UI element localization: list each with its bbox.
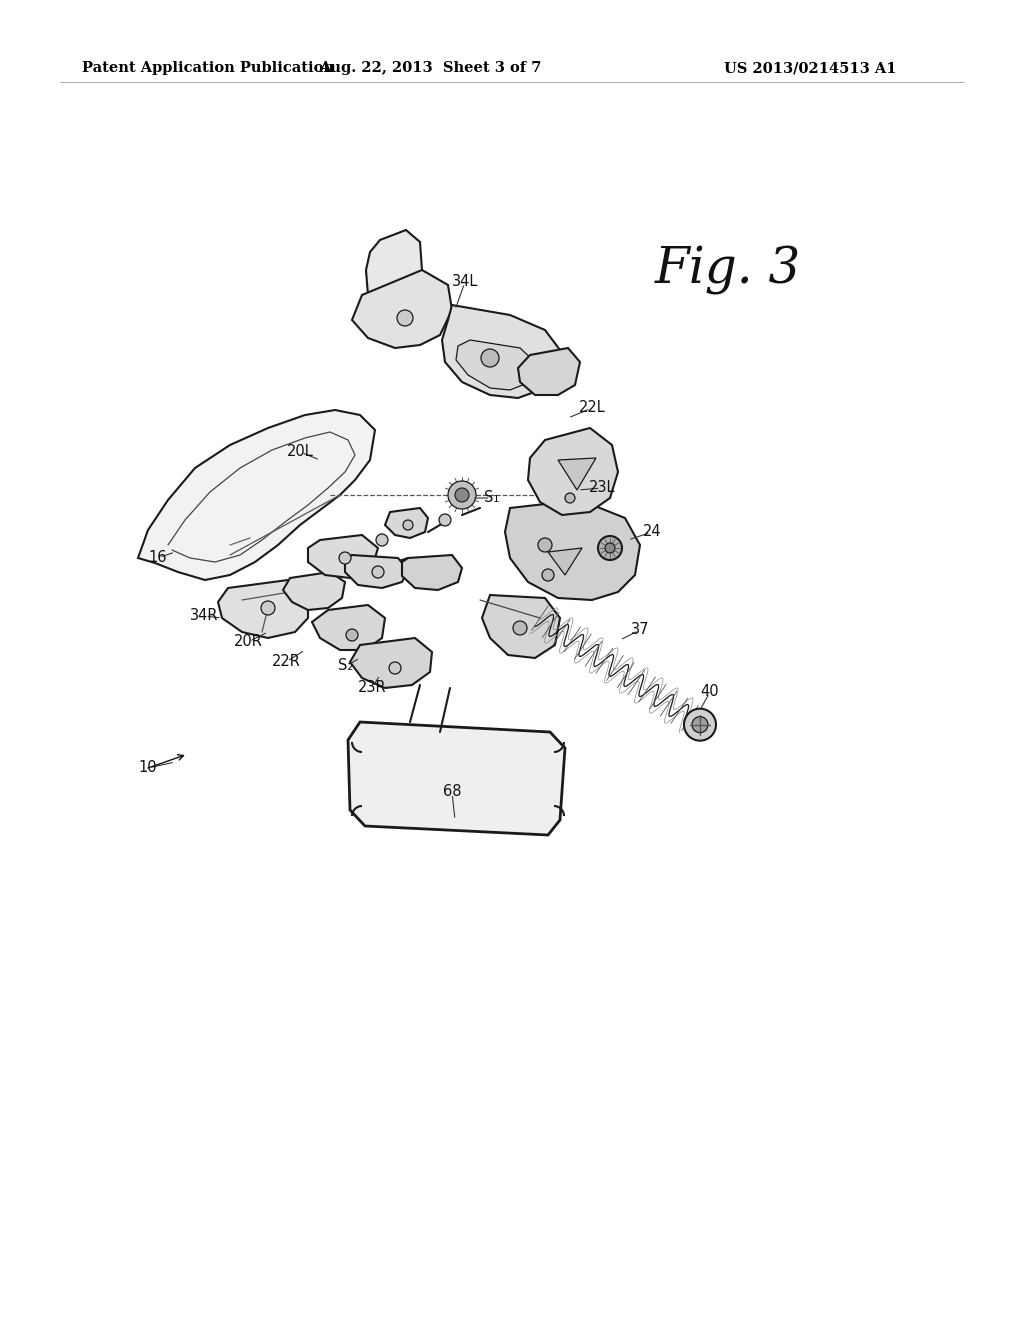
- Circle shape: [542, 569, 554, 581]
- Polygon shape: [528, 428, 618, 515]
- Circle shape: [565, 492, 575, 503]
- Circle shape: [481, 348, 499, 367]
- Polygon shape: [482, 595, 560, 657]
- Text: 24: 24: [643, 524, 662, 540]
- Circle shape: [605, 543, 615, 553]
- Text: 16: 16: [148, 550, 167, 565]
- Polygon shape: [218, 579, 308, 638]
- Polygon shape: [558, 458, 596, 490]
- Text: Patent Application Publication: Patent Application Publication: [82, 61, 334, 75]
- Text: 20L: 20L: [287, 445, 313, 459]
- Text: 20R: 20R: [233, 635, 262, 649]
- Circle shape: [538, 539, 552, 552]
- Polygon shape: [283, 572, 345, 610]
- Text: S₁: S₁: [484, 491, 500, 506]
- Text: 37: 37: [631, 623, 649, 638]
- Circle shape: [397, 310, 413, 326]
- Circle shape: [513, 620, 527, 635]
- Polygon shape: [456, 341, 535, 389]
- Text: Aug. 22, 2013  Sheet 3 of 7: Aug. 22, 2013 Sheet 3 of 7: [318, 61, 542, 75]
- Circle shape: [598, 536, 622, 560]
- Text: Fig. 3: Fig. 3: [655, 246, 802, 294]
- Text: 23R: 23R: [357, 681, 386, 696]
- Polygon shape: [505, 500, 640, 601]
- Polygon shape: [518, 348, 580, 395]
- Text: 23L: 23L: [589, 480, 615, 495]
- Circle shape: [372, 566, 384, 578]
- Circle shape: [449, 480, 476, 510]
- Circle shape: [439, 513, 451, 525]
- Circle shape: [389, 663, 401, 675]
- Polygon shape: [312, 605, 385, 649]
- Circle shape: [684, 709, 716, 741]
- Polygon shape: [352, 271, 452, 348]
- Text: 22L: 22L: [579, 400, 605, 416]
- Circle shape: [455, 488, 469, 502]
- Circle shape: [339, 552, 351, 564]
- Circle shape: [261, 601, 275, 615]
- Text: 10: 10: [138, 760, 158, 776]
- Polygon shape: [402, 554, 462, 590]
- Polygon shape: [350, 638, 432, 688]
- Circle shape: [376, 535, 388, 546]
- Text: 34R: 34R: [189, 609, 218, 623]
- Text: S₂: S₂: [338, 659, 353, 673]
- Text: 68: 68: [442, 784, 461, 800]
- Polygon shape: [308, 535, 378, 578]
- Polygon shape: [138, 411, 375, 579]
- Polygon shape: [345, 554, 408, 587]
- Text: 22R: 22R: [271, 655, 300, 669]
- Circle shape: [346, 630, 358, 642]
- Text: US 2013/0214513 A1: US 2013/0214513 A1: [724, 61, 896, 75]
- Polygon shape: [385, 508, 428, 539]
- Polygon shape: [548, 548, 582, 576]
- Text: 40: 40: [700, 685, 719, 700]
- Text: 34L: 34L: [452, 275, 478, 289]
- Polygon shape: [366, 230, 422, 318]
- Polygon shape: [442, 305, 560, 399]
- Circle shape: [403, 520, 413, 531]
- Polygon shape: [348, 722, 565, 836]
- Circle shape: [692, 717, 708, 733]
